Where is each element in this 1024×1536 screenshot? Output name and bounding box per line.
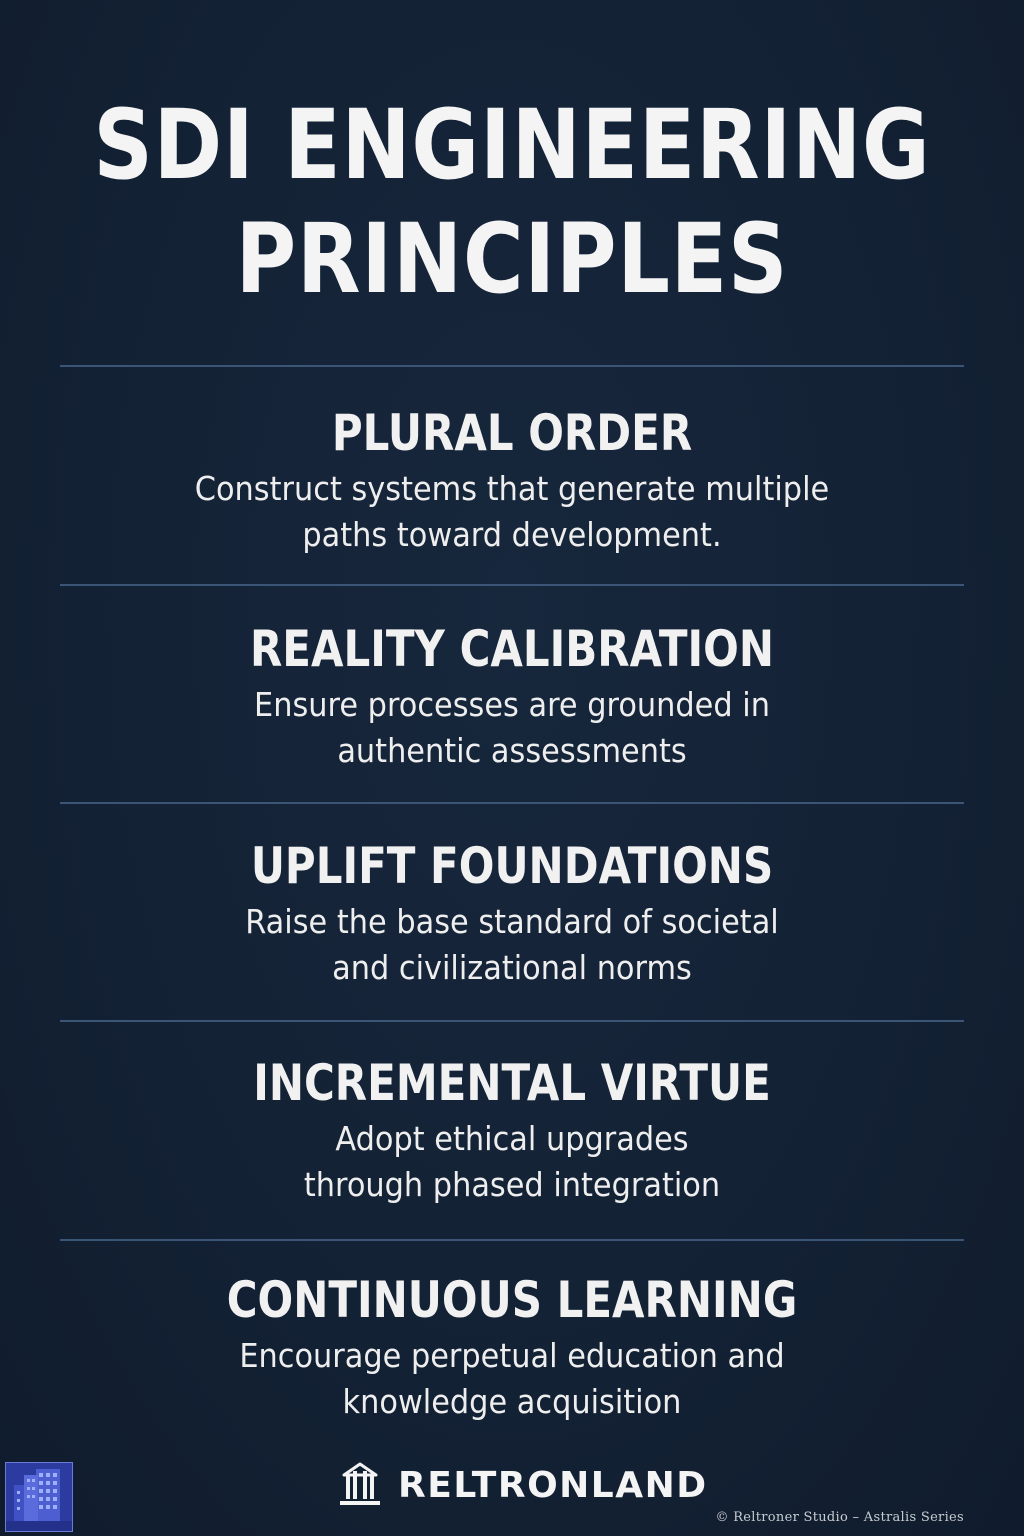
principle-description-line: Raise the base standard of societal: [245, 902, 779, 941]
principle-description-line: through phased integration: [303, 1165, 721, 1204]
brand: RELTRONLAND: [336, 1458, 708, 1512]
divider: [60, 802, 964, 804]
principle-heading: UPLIFT FOUNDATIONS: [250, 837, 774, 895]
principle-reality-calibration: REALITY CALIBRATION Ensure processes are…: [0, 620, 1024, 774]
principle-heading: CONTINUOUS LEARNING: [226, 1271, 798, 1329]
principle-incremental-virtue: INCREMENTAL VIRTUE Adopt ethical upgrade…: [0, 1054, 1024, 1208]
principle-description: Raise the base standard of societal and …: [41, 899, 983, 991]
divider: [60, 1239, 964, 1241]
principle-description-line: Ensure processes are grounded in: [254, 685, 770, 724]
divider: [60, 365, 964, 367]
principle-heading: REALITY CALIBRATION: [249, 620, 775, 678]
principle-description-line: Encourage perpetual education and: [239, 1336, 785, 1375]
principle-plural-order: PLURAL ORDER Construct systems that gene…: [0, 404, 1024, 558]
principle-uplift-foundations: UPLIFT FOUNDATIONS Raise the base standa…: [0, 837, 1024, 991]
principle-description: Adopt ethical upgrades through phased in…: [41, 1116, 983, 1208]
principle-heading: INCREMENTAL VIRTUE: [253, 1054, 771, 1112]
principle-description: Ensure processes are grounded in authent…: [41, 682, 983, 774]
principle-description-line: Adopt ethical upgrades: [335, 1119, 689, 1158]
principle-description: Construct systems that generate multiple…: [41, 466, 983, 558]
brand-name: RELTRONLAND: [398, 1464, 708, 1506]
copyright-notice: © Reltroner Studio – Astralis Series: [715, 1510, 964, 1525]
city-buildings-icon: [5, 1462, 73, 1532]
building-columns-icon: [340, 1462, 380, 1505]
principle-description: Encourage perpetual education and knowle…: [41, 1333, 983, 1425]
title-line-2: PRINCIPLES: [235, 203, 789, 315]
principle-continuous-learning: CONTINUOUS LEARNING Encourage perpetual …: [0, 1271, 1024, 1425]
divider: [60, 1020, 964, 1022]
principle-heading: PLURAL ORDER: [331, 404, 693, 462]
title-line-1: SDI ENGINEERING: [93, 89, 931, 201]
page-title: SDI ENGINEERING PRINCIPLES: [72, 88, 953, 316]
principle-description-line: and civilizational norms: [332, 948, 692, 987]
divider: [60, 584, 964, 586]
principle-description-line: Construct systems that generate multiple: [194, 469, 830, 508]
principle-description-line: paths toward development.: [302, 515, 722, 554]
principle-description-line: authentic assessments: [337, 731, 687, 770]
principle-description-line: knowledge acquisition: [342, 1382, 682, 1421]
